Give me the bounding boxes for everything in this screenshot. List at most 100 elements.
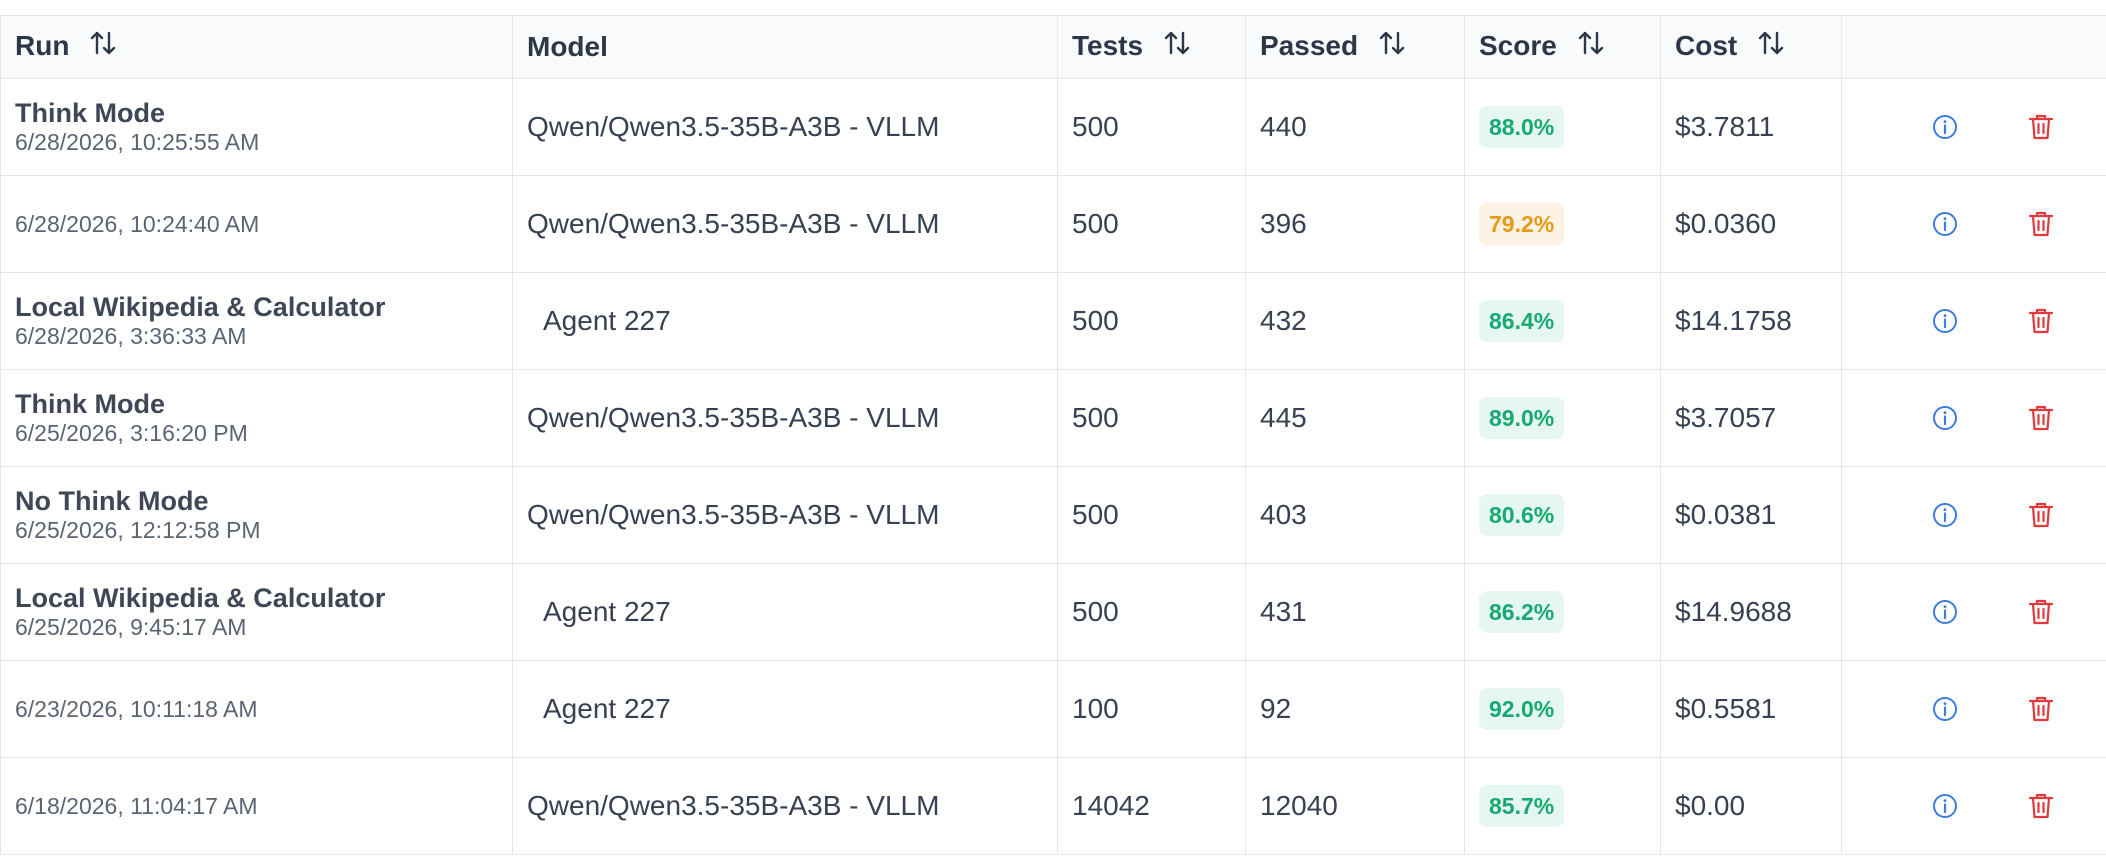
model-cell: Qwen/Qwen3.5-35B-A3B - VLLM bbox=[512, 78, 1058, 176]
score-cell: 86.2% bbox=[1464, 563, 1661, 661]
tests-cell: 100 bbox=[1057, 660, 1246, 758]
sort-arrows-icon[interactable] bbox=[89, 29, 117, 64]
score-badge: 89.0% bbox=[1479, 397, 1565, 439]
passed-cell: 440 bbox=[1245, 78, 1465, 176]
header-row: Run Model Tests Passed Score Cost bbox=[0, 15, 2106, 79]
cost-cell: $3.7057 bbox=[1660, 369, 1842, 467]
score-badge: 79.2% bbox=[1479, 203, 1565, 245]
sort-arrows-icon[interactable] bbox=[1378, 29, 1406, 64]
column-header-label: Cost bbox=[1675, 30, 1738, 62]
trash-icon[interactable] bbox=[2026, 500, 2056, 530]
column-header-run[interactable]: Run bbox=[0, 15, 513, 79]
column-header-model: Model bbox=[512, 15, 1058, 79]
score-badge: 86.4% bbox=[1479, 300, 1565, 342]
table-row[interactable]: 6/28/2026, 10:24:40 AM Qwen/Qwen3.5-35B-A… bbox=[0, 175, 2106, 273]
run-cell: 6/23/2026, 10:11:18 AM bbox=[0, 660, 513, 758]
row-actions bbox=[1842, 597, 2106, 627]
passed-cell: 396 bbox=[1245, 175, 1465, 273]
cost-cell: $3.7811 bbox=[1660, 78, 1842, 176]
cost-cell: $0.5581 bbox=[1660, 660, 1842, 758]
table-row[interactable]: Local Wikipedia & Calculator 6/25/2026, 9… bbox=[0, 563, 2106, 661]
info-icon[interactable] bbox=[1930, 209, 1960, 239]
trash-icon[interactable] bbox=[2026, 791, 2056, 821]
table-row[interactable]: Think Mode 6/25/2026, 3:16:20 PM Qwen/Qwen… bbox=[0, 369, 2106, 467]
table-row[interactable]: No Think Mode 6/25/2026, 12:12:58 PM Qwen/… bbox=[0, 466, 2106, 564]
row-actions bbox=[1842, 306, 2106, 336]
trash-icon[interactable] bbox=[2026, 694, 2056, 724]
actions-cell bbox=[1841, 466, 2106, 564]
passed-cell: 12040 bbox=[1245, 757, 1465, 855]
actions-cell bbox=[1841, 563, 2106, 661]
run-name: Local Wikipedia & Calculator bbox=[15, 292, 386, 322]
row-actions bbox=[1842, 209, 2106, 239]
actions-cell bbox=[1841, 78, 2106, 176]
column-header-tests[interactable]: Tests bbox=[1057, 15, 1246, 79]
run-cell: No Think Mode 6/25/2026, 12:12:58 PM bbox=[0, 466, 513, 564]
info-icon[interactable] bbox=[1930, 500, 1960, 530]
column-header-label: Passed bbox=[1260, 30, 1359, 62]
actions-cell bbox=[1841, 757, 2106, 855]
column-header-cost[interactable]: Cost bbox=[1660, 15, 1842, 79]
sort-arrows-icon[interactable] bbox=[1757, 29, 1785, 64]
score-badge: 86.2% bbox=[1479, 591, 1565, 633]
passed-cell: 92 bbox=[1245, 660, 1465, 758]
run-cell: Think Mode 6/25/2026, 3:16:20 PM bbox=[0, 369, 513, 467]
table-row[interactable]: Local Wikipedia & Calculator 6/28/2026, 3… bbox=[0, 272, 2106, 370]
table-body: Think Mode 6/28/2026, 10:25:55 AM Qwen/Qwe… bbox=[0, 78, 2106, 855]
cost-cell: $0.0360 bbox=[1660, 175, 1842, 273]
model-cell: Qwen/Qwen3.5-35B-A3B - VLLM bbox=[512, 175, 1058, 273]
table-row[interactable]: 6/23/2026, 10:11:18 AM Agent 227 100 92 92.0… bbox=[0, 660, 2106, 758]
info-icon[interactable] bbox=[1930, 791, 1960, 821]
run-name: No Think Mode bbox=[15, 486, 209, 516]
run-cell: Local Wikipedia & Calculator 6/25/2026, 9… bbox=[0, 563, 513, 661]
score-badge: 92.0% bbox=[1479, 688, 1565, 730]
column-header-passed[interactable]: Passed bbox=[1245, 15, 1465, 79]
info-icon[interactable] bbox=[1930, 694, 1960, 724]
table-row[interactable]: Think Mode 6/28/2026, 10:25:55 AM Qwen/Qwe… bbox=[0, 78, 2106, 176]
trash-icon[interactable] bbox=[2026, 112, 2056, 142]
row-actions bbox=[1842, 112, 2106, 142]
cost-cell: $0.0381 bbox=[1660, 466, 1842, 564]
actions-cell bbox=[1841, 272, 2106, 370]
column-header-label: Score bbox=[1479, 30, 1557, 62]
row-actions bbox=[1842, 403, 2106, 433]
score-cell: 89.0% bbox=[1464, 369, 1661, 467]
run-cell: 6/18/2026, 11:04:17 AM bbox=[0, 757, 513, 855]
info-icon[interactable] bbox=[1930, 112, 1960, 142]
tests-cell: 500 bbox=[1057, 272, 1246, 370]
passed-cell: 445 bbox=[1245, 369, 1465, 467]
info-icon[interactable] bbox=[1930, 306, 1960, 336]
row-actions bbox=[1842, 500, 2106, 530]
run-date: 6/28/2026, 10:24:40 AM bbox=[15, 211, 260, 237]
run-name: Think Mode bbox=[15, 389, 165, 419]
score-cell: 92.0% bbox=[1464, 660, 1661, 758]
trash-icon[interactable] bbox=[2026, 306, 2056, 336]
passed-cell: 403 bbox=[1245, 466, 1465, 564]
cost-cell: $14.9688 bbox=[1660, 563, 1842, 661]
table-row[interactable]: 6/18/2026, 11:04:17 AM Qwen/Qwen3.5-35B-A… bbox=[0, 757, 2106, 855]
run-name: Local Wikipedia & Calculator bbox=[15, 583, 386, 613]
score-cell: 79.2% bbox=[1464, 175, 1661, 273]
score-badge: 80.6% bbox=[1479, 494, 1565, 536]
tests-cell: 500 bbox=[1057, 369, 1246, 467]
score-badge: 88.0% bbox=[1479, 106, 1565, 148]
info-icon[interactable] bbox=[1930, 403, 1960, 433]
model-cell: Qwen/Qwen3.5-35B-A3B - VLLM bbox=[512, 369, 1058, 467]
table-header: Run Model Tests Passed Score Cost bbox=[0, 15, 2106, 79]
trash-icon[interactable] bbox=[2026, 597, 2056, 627]
trash-icon[interactable] bbox=[2026, 403, 2056, 433]
column-header-actions bbox=[1841, 15, 2106, 79]
passed-cell: 431 bbox=[1245, 563, 1465, 661]
column-header-label: Model bbox=[527, 31, 608, 62]
trash-icon[interactable] bbox=[2026, 209, 2056, 239]
model-cell: Agent 227 bbox=[512, 563, 1058, 661]
sort-arrows-icon[interactable] bbox=[1577, 29, 1605, 64]
column-header-score[interactable]: Score bbox=[1464, 15, 1661, 79]
score-cell: 80.6% bbox=[1464, 466, 1661, 564]
sort-arrows-icon[interactable] bbox=[1163, 29, 1191, 64]
actions-cell bbox=[1841, 660, 2106, 758]
score-cell: 85.7% bbox=[1464, 757, 1661, 855]
model-cell: Qwen/Qwen3.5-35B-A3B - VLLM bbox=[512, 466, 1058, 564]
passed-cell: 432 bbox=[1245, 272, 1465, 370]
info-icon[interactable] bbox=[1930, 597, 1960, 627]
